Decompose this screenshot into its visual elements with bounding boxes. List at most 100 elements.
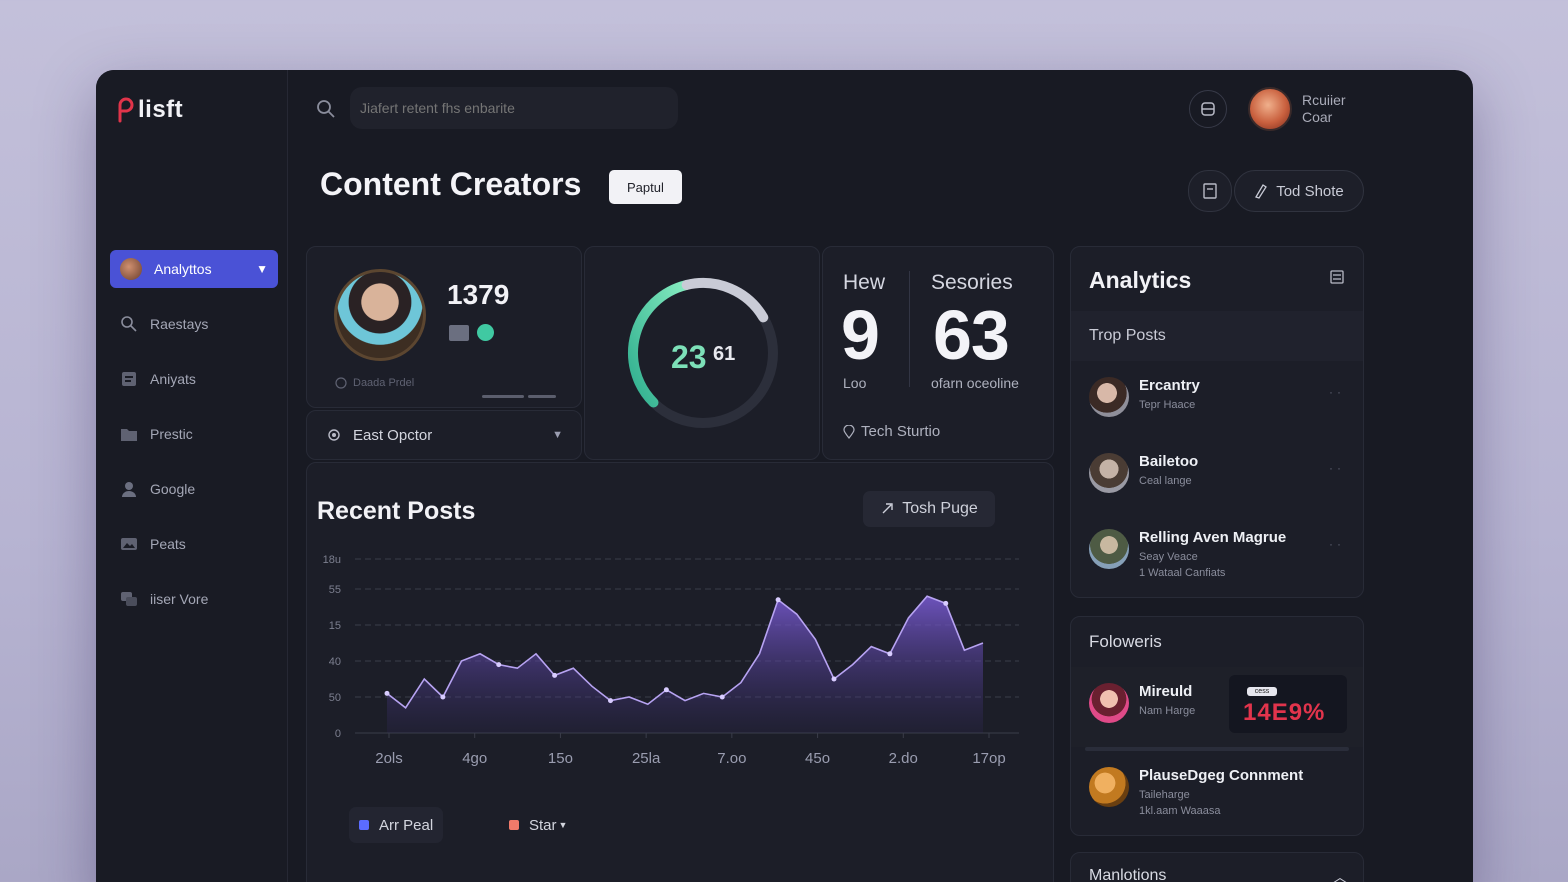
posts-action-label: Tosh Puge: [902, 500, 978, 517]
posts-action-button[interactable]: Tosh Puge: [863, 491, 995, 527]
list-item[interactable]: Mireuld Nam Harge: [1089, 683, 1349, 743]
user-menu[interactable]: Rcuiier Coar: [1248, 87, 1366, 131]
sidebar-item-label: Peats: [150, 536, 186, 552]
person-subtitle: Seay Veace: [1139, 551, 1198, 563]
progress-lines: [482, 385, 558, 398]
list-item[interactable]: Ercantry Tepr Haace ··: [1089, 377, 1349, 437]
bookmark-button[interactable]: [1188, 170, 1232, 212]
data-point: [663, 687, 669, 693]
sidebar-item-raestays[interactable]: Raestays: [110, 305, 278, 343]
more-icon[interactable]: ··: [1329, 461, 1345, 475]
person-subtitle: Nam Harge: [1139, 705, 1196, 717]
bookmark-icon: [1203, 183, 1217, 199]
x-tick-label: 7.oo: [717, 750, 746, 767]
sidebar-item-label: iiser Vore: [150, 591, 209, 607]
main-content: Rcuiier Coar Content Creators Paptul Tod…: [288, 70, 1473, 882]
data-point: [943, 600, 949, 606]
person-subtitle: Taileharge: [1139, 789, 1190, 801]
notifications-button[interactable]: [1189, 90, 1227, 128]
more-icon[interactable]: ··: [1329, 385, 1345, 399]
data-point: [496, 662, 502, 668]
sidebar: lisft Analyttos ▼ Raestays Aniyats: [96, 70, 288, 882]
sidebar-item-prestic[interactable]: Prestic: [110, 415, 278, 453]
sidebar-item-iiser-vore[interactable]: iiser Vore: [110, 580, 278, 618]
panel-subtitle: Trop Posts: [1071, 311, 1363, 361]
data-point: [608, 698, 613, 704]
list-item[interactable]: PlauseDgeg Connment Taileharge 1kl.aam W…: [1089, 767, 1349, 827]
stat-chip: cess: [1247, 687, 1277, 696]
panel-title: Foloweris: [1089, 632, 1162, 651]
list-item[interactable]: Bailetoo Ceal lange ··: [1089, 453, 1349, 513]
x-tick-label: 2ols: [375, 750, 403, 767]
followers-panel: Foloweris Mireuld Nam Harge cess 14E9% P…: [1070, 616, 1364, 836]
y-tick-label: 0: [335, 728, 341, 740]
person-subtitle: Tepr Haace: [1139, 399, 1196, 411]
data-point: [719, 694, 725, 700]
avatar: [1089, 683, 1129, 723]
page-title: Content Creators: [320, 166, 582, 202]
app-logo[interactable]: lisft: [116, 96, 183, 124]
sidebar-item-aniyats[interactable]: Aniyats: [110, 360, 278, 398]
profile-footer: Daada Prdel: [335, 377, 414, 389]
legend-label: Arr Peal: [379, 816, 434, 834]
legend-item-star[interactable]: Star ▼: [499, 807, 577, 843]
chat-icon: [120, 590, 138, 608]
sidebar-item-analytics[interactable]: Analyttos ▼: [110, 250, 278, 288]
legend-swatch: [509, 820, 519, 830]
location-text: Tech Sturtio: [861, 423, 941, 440]
sidebar-item-label: Analyttos: [154, 261, 212, 277]
sidebar-item-label: Raestays: [150, 316, 209, 332]
sidebar-item-label: Google: [150, 481, 196, 497]
status-badge[interactable]: Paptul: [609, 170, 682, 204]
person-detail: 1kl.aam Waaasa: [1139, 805, 1221, 817]
filter-select[interactable]: East Opctor ▼: [306, 410, 582, 460]
data-point: [384, 690, 390, 696]
chevron-up-icon[interactable]: ︿: [1333, 869, 1347, 882]
legend-label: Star: [529, 816, 557, 834]
sidebar-item-google[interactable]: Google: [110, 470, 278, 508]
avatar: [1089, 377, 1129, 417]
filter-select-value: East Opctor: [353, 426, 433, 444]
folder-icon: [120, 425, 138, 443]
app-name: lisft: [138, 96, 184, 123]
stat-value-right: 63: [933, 296, 1010, 374]
sidebar-item-peats[interactable]: Peats: [110, 525, 278, 563]
legend-item-arr-peal[interactable]: Arr Peal: [349, 807, 444, 843]
data-point: [831, 676, 837, 682]
data-point: [440, 694, 446, 700]
panel-icon: [1201, 102, 1215, 116]
user-name: Rcuiier Coar: [1302, 92, 1346, 125]
sidebar-item-label: Aniyats: [150, 371, 196, 387]
y-tick-label: 50: [329, 692, 341, 704]
data-point: [887, 651, 893, 657]
panel-title: Manlotions: [1089, 867, 1167, 882]
follower-stat-badge: cess 14E9%: [1229, 675, 1347, 733]
chevron-down-icon: ▼: [552, 429, 563, 441]
gauge-value: 23: [671, 339, 707, 375]
search-input[interactable]: [350, 87, 678, 129]
profile-footer-text: Daada Prdel: [353, 377, 415, 389]
gauge-suffix: 61: [713, 343, 736, 365]
mentions-panel[interactable]: Manlotions ︿: [1070, 852, 1364, 882]
divider: [909, 271, 910, 387]
avatar: [1089, 529, 1129, 569]
search-icon[interactable]: [316, 99, 336, 119]
share-button[interactable]: Tod Shote: [1234, 170, 1364, 212]
list-icon[interactable]: [1329, 269, 1345, 285]
chevron-down-icon: ▼: [558, 820, 568, 830]
x-tick-label: 45o: [805, 750, 830, 767]
section-title: Recent Posts: [317, 497, 476, 525]
user-icon: [120, 480, 138, 498]
gauge-card: 23 61: [584, 246, 820, 460]
profile-stat-value: 1379: [447, 279, 510, 310]
recent-posts-card: Recent Posts Tosh Puge 2ols 4go 15o 25la 7.o…: [306, 462, 1054, 882]
gauge-fill-secondary: [681, 278, 769, 323]
more-icon[interactable]: ··: [1329, 537, 1345, 551]
y-tick-label: 55: [329, 584, 341, 596]
app-window: lisft Analyttos ▼ Raestays Aniyats: [96, 70, 1473, 882]
y-tick-label: 15: [329, 620, 341, 632]
location: Tech Sturtio: [843, 423, 940, 440]
list-item[interactable]: Relling Aven Magrue Seay Veace 1 Wataal …: [1089, 529, 1349, 589]
stats-card: Hew 9 Loo Sesories 63 ofarn oceoline Tec…: [822, 246, 1054, 460]
series-area: [387, 596, 983, 733]
